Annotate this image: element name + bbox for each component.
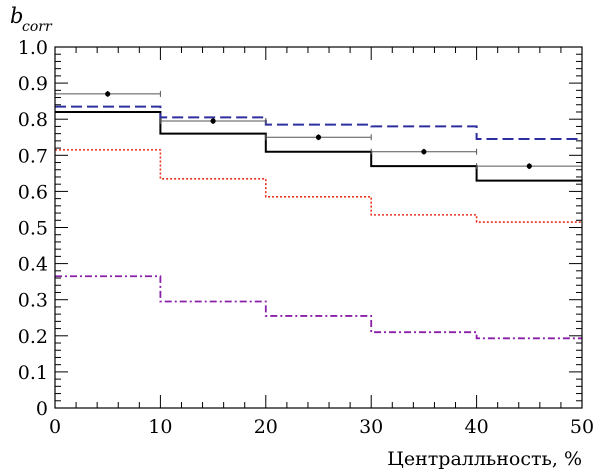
data-point [105,91,111,97]
data-point [210,118,216,124]
plot-frame [54,46,583,409]
y-tick-label: 0 [36,398,48,420]
y-axis-label-main: b [10,4,23,28]
y-axis-label: b corr [10,4,53,35]
series-dashed-line [55,105,582,141]
data-points-layer [54,90,583,170]
x-tick-label: 50 [570,416,594,438]
y-tick-label: 0.9 [18,73,48,95]
y-tick-label: 0.4 [18,254,48,276]
y-tick-label: 1.0 [18,37,48,59]
series-dotted-line [55,149,582,223]
data-point [526,163,532,169]
tick-labels-layer: 0 0.1 0.2 0.3 0.4 0.5 0.6 0.7 0.8 0.9 1.0 0 10 20 30 40… [18,37,594,438]
data-point [421,149,427,155]
x-tick-label: 10 [148,416,172,438]
y-tick-label: 0.6 [18,181,48,203]
y-axis-label-sub: corr [22,19,53,35]
x-tick-label: 20 [254,416,278,438]
y-tick-label: 0.3 [18,290,48,312]
series-solid-line [55,110,582,182]
y-tick-label: 0.5 [18,218,48,240]
series-dashdot-line [55,275,582,340]
x-tick-label: 30 [359,416,383,438]
data-point [315,134,322,140]
y-tick-label: 0.7 [18,145,48,167]
x-tick-label: 40 [465,416,489,438]
series-layer [55,105,582,340]
x-axis-label: Централльность, % [387,448,582,470]
x-tick-label: 0 [49,416,61,438]
tick-layer [54,46,583,409]
y-tick-label: 0.2 [18,326,48,348]
y-tick-label: 0.8 [18,109,48,131]
y-tick-label: 0.1 [18,362,48,384]
